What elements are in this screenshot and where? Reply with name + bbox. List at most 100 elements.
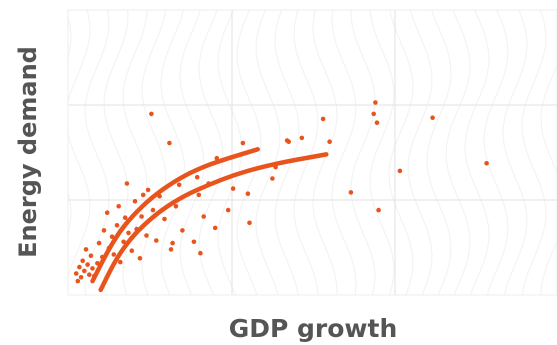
scatter-point <box>201 214 206 219</box>
scatter-point <box>373 100 378 105</box>
scatter-point <box>430 115 435 120</box>
scatter-point <box>150 207 156 213</box>
background-wave <box>426 10 452 295</box>
scatter-point <box>144 233 149 238</box>
background-wave <box>179 10 205 295</box>
background-wave <box>407 10 433 295</box>
scatter-point <box>320 116 326 122</box>
scatter-point <box>157 193 162 199</box>
scatter-point <box>78 275 84 280</box>
scatter-point <box>240 140 246 146</box>
y-axis-label: Energy demand <box>14 46 42 258</box>
scatter-point <box>106 245 112 251</box>
scatter-point <box>132 199 138 204</box>
background-wave <box>255 10 281 295</box>
scatter-point <box>95 261 100 266</box>
scatter-point <box>212 225 218 231</box>
scatter-point <box>247 220 252 226</box>
scatter-point <box>121 239 126 245</box>
scatter-point <box>376 207 381 213</box>
scatter-point <box>77 264 82 270</box>
scatter-point <box>139 214 144 219</box>
background-wave <box>236 10 262 295</box>
scatter-point <box>198 250 203 256</box>
background-wave <box>84 10 110 295</box>
scatter-point <box>180 228 185 233</box>
scatter-point <box>82 268 87 274</box>
scatter-point <box>348 190 354 195</box>
background-wave <box>369 10 395 295</box>
scatter-point <box>126 230 131 236</box>
scatter-point <box>101 228 107 233</box>
scatter-point <box>270 176 275 181</box>
scatter-point <box>327 139 332 144</box>
scatter-point <box>111 252 117 257</box>
background-wave <box>141 10 167 295</box>
scatter-point <box>104 210 110 215</box>
x-axis-label: GDP growth <box>229 314 398 343</box>
scatter-point <box>167 140 172 146</box>
background-wave <box>483 10 509 295</box>
trend-line-1 <box>98 152 329 293</box>
background-wave <box>312 10 338 295</box>
scatter-point <box>194 174 200 180</box>
scatter-point <box>273 164 278 170</box>
background-wave <box>502 10 528 295</box>
scatter-point <box>129 248 135 253</box>
scatter-point <box>100 254 105 260</box>
scatter-point <box>154 238 159 243</box>
scatter-point <box>206 181 211 186</box>
scatter-point <box>162 216 167 222</box>
scatter-point <box>134 226 139 232</box>
data-points <box>73 100 489 284</box>
scatter-point <box>191 239 197 245</box>
scatter-point <box>73 271 79 276</box>
scatter-point <box>397 168 403 174</box>
scatter-point <box>85 262 90 267</box>
scatter-point <box>299 135 305 141</box>
background-wave <box>160 10 186 295</box>
scatter-point <box>118 259 123 265</box>
scatter-point <box>484 161 489 166</box>
background-wave <box>445 10 471 295</box>
scatter-point <box>114 223 120 228</box>
scatter-point <box>225 207 231 213</box>
scatter-point <box>230 186 236 191</box>
scatter-point <box>80 258 85 264</box>
scatter-point <box>122 215 128 220</box>
background-wave <box>68 10 91 282</box>
scatter-point <box>196 192 202 198</box>
scatter-point <box>83 247 89 252</box>
background-wave-pattern <box>68 10 557 295</box>
scatter-point <box>214 155 220 161</box>
scatter-point <box>149 111 154 117</box>
scatter-point <box>109 234 115 239</box>
plot-frame <box>67 9 557 296</box>
background-wave <box>464 10 490 295</box>
scatter-point <box>87 272 92 278</box>
background-wave <box>217 10 243 295</box>
scatter-point <box>374 120 380 125</box>
scatter-point <box>124 181 130 186</box>
grid <box>68 10 557 295</box>
scatter-point <box>140 192 146 198</box>
background-wave <box>350 10 376 295</box>
scatter-point <box>96 240 102 246</box>
scatter-point <box>173 204 179 209</box>
scatter-point <box>286 139 292 144</box>
scatter-point <box>91 273 97 279</box>
scatter-point <box>88 253 94 258</box>
scatter-point <box>371 111 377 117</box>
scatter-point <box>145 187 151 193</box>
scatter-point <box>170 240 175 246</box>
background-wave <box>293 10 319 295</box>
background-wave <box>274 10 300 295</box>
scatter-point <box>116 204 121 209</box>
background-wave <box>540 63 557 295</box>
background-wave <box>68 14 72 236</box>
background-wave <box>521 10 547 295</box>
background-wave <box>198 10 224 295</box>
scatter-point <box>137 255 143 261</box>
